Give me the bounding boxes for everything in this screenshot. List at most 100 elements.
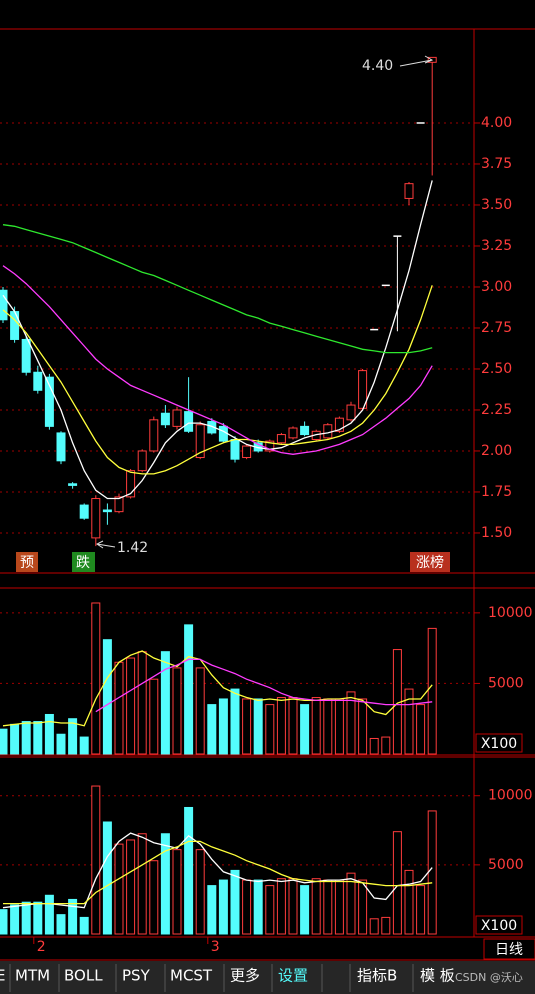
ma-line — [2, 285, 433, 475]
y-tick-label: 3.25 — [481, 238, 512, 254]
candle-body — [149, 419, 159, 452]
tabs: E MTM BOLL PSY MCST 更多 设置 指标B 模 板 — [0, 964, 455, 992]
tab[interactable]: 更多 — [230, 967, 260, 985]
unit-label: X100 — [481, 918, 517, 934]
volume-bar — [102, 821, 112, 935]
volume-bar — [195, 667, 205, 755]
volume-bar — [323, 879, 333, 935]
marker: 涨榜 — [416, 554, 444, 571]
volume-bar — [358, 698, 368, 755]
volume-bar — [149, 678, 159, 755]
annotation: 4.40 — [362, 58, 393, 74]
y-tick-label: 5000 — [488, 857, 524, 873]
ma-line — [2, 265, 433, 455]
volume-bar — [91, 785, 101, 935]
tab[interactable]: BOLL — [64, 967, 103, 985]
y-tick-label: 5000 — [488, 675, 524, 691]
candle-body — [207, 420, 217, 434]
marker-box — [410, 552, 450, 572]
ma-line — [3, 840, 433, 905]
volume-bar — [381, 736, 391, 755]
volume-bar — [160, 833, 170, 935]
volume-bar — [126, 839, 136, 935]
candle-body — [56, 432, 66, 462]
y-tick-label: 2.75 — [481, 320, 512, 336]
candle-body — [184, 411, 194, 432]
candle-body — [114, 496, 124, 513]
volume-bar — [79, 736, 89, 755]
volume-bar — [404, 688, 414, 755]
volume-bar — [207, 885, 217, 935]
volume-bar — [91, 602, 101, 755]
volume-bar — [323, 698, 333, 755]
volume-bar — [137, 833, 147, 935]
volume-bar — [358, 879, 368, 935]
y-tick-label: 3.00 — [481, 279, 512, 295]
candle-body — [0, 289, 8, 321]
y-tick-label: 1.50 — [481, 525, 512, 541]
volume-bar — [218, 698, 228, 755]
volume-bar — [346, 872, 356, 935]
volume-bar — [56, 914, 66, 935]
volume-bar — [288, 697, 298, 755]
volume-bar — [114, 843, 124, 935]
volume-bar — [416, 885, 426, 935]
volume-bar — [195, 849, 205, 935]
y-tick-label: 4.00 — [481, 115, 512, 131]
candle-body — [404, 183, 414, 199]
volume-bar — [276, 697, 286, 755]
volume-bar — [369, 918, 379, 935]
ma-line — [2, 650, 433, 727]
tab[interactable]: 模 板 — [420, 967, 455, 985]
volume-bar — [311, 697, 321, 755]
period-box[interactable] — [483, 938, 535, 960]
volume-bar — [21, 901, 31, 935]
tab[interactable]: 设置 — [278, 967, 308, 985]
candle-body — [288, 427, 298, 439]
candle-body — [102, 509, 112, 513]
candle-body — [21, 338, 31, 373]
candle-body — [334, 417, 344, 432]
annotation: 1.42 — [117, 540, 148, 556]
volume-bar — [404, 869, 414, 935]
volume-bar — [334, 879, 344, 935]
y-tick-label: 2.00 — [481, 443, 512, 459]
volume-bar — [230, 688, 240, 755]
y-tick-label: 3.50 — [481, 197, 512, 213]
volume-bar — [265, 704, 275, 755]
ma-line — [2, 180, 433, 500]
volume-bar — [160, 651, 170, 755]
candle-body — [160, 412, 170, 426]
candle-body — [126, 470, 136, 498]
y-tick-label: 3.75 — [481, 156, 512, 172]
tab[interactable]: E — [0, 967, 5, 985]
volume-bar — [311, 878, 321, 935]
candle-body — [172, 409, 182, 427]
tab[interactable]: 指标B — [357, 967, 397, 985]
volume-bar — [126, 657, 136, 755]
tab[interactable]: MTM — [15, 967, 50, 985]
volume-bar — [346, 691, 356, 755]
candle-body — [79, 504, 89, 519]
unit-box — [475, 733, 523, 753]
period[interactable]: 日线 — [495, 942, 523, 958]
unit-label: X100 — [481, 736, 517, 752]
candle-body — [346, 404, 356, 421]
volume-bar — [288, 878, 298, 935]
volume-bar — [149, 860, 159, 935]
y-tick-label: 10000 — [488, 788, 533, 804]
tab[interactable]: MCST — [170, 967, 213, 985]
volume-bar — [242, 698, 252, 755]
candle-body — [300, 425, 310, 436]
volume-bar — [10, 904, 20, 935]
unit-box — [475, 915, 523, 935]
tab[interactable]: PSY — [122, 967, 151, 985]
candle-body — [44, 376, 54, 427]
candle-body — [91, 498, 101, 539]
volume-bar — [184, 624, 194, 755]
candle-body — [137, 450, 147, 472]
volume-bar — [172, 667, 182, 755]
ma-line — [2, 224, 433, 354]
volume-bar — [253, 879, 263, 935]
volume-bar — [79, 916, 89, 935]
